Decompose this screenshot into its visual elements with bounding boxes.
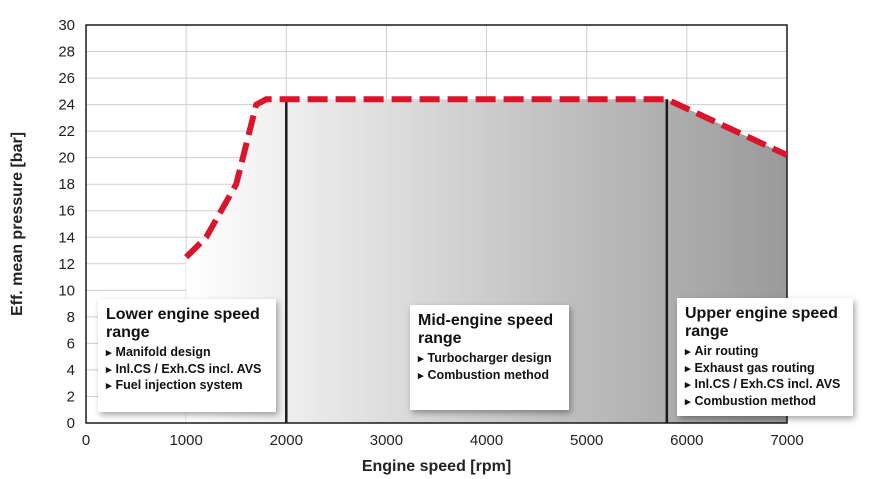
x-tick-label: 7000 bbox=[770, 432, 803, 449]
upper-range-title: Upper engine speed range bbox=[685, 305, 838, 340]
upper-range-item: Combustion method bbox=[685, 394, 845, 411]
upper-range-box: Upper engine speed range Air routing Exh… bbox=[677, 298, 853, 416]
mid-range-title: Mid-engine speed range bbox=[418, 312, 554, 347]
y-tick-label: 0 bbox=[67, 415, 75, 432]
mid-range-item: Combustion method bbox=[418, 368, 561, 385]
mid-range-item: Turbocharger design bbox=[418, 351, 561, 368]
y-tick-label: 16 bbox=[58, 203, 75, 220]
x-tick-label: 1000 bbox=[169, 432, 202, 449]
upper-range-item: Inl.CS / Exh.CS incl. AVS bbox=[685, 377, 845, 394]
x-tick-label: 3000 bbox=[370, 432, 403, 449]
lower-range-box: Lower engine speed range Manifold design… bbox=[98, 299, 276, 412]
y-tick-label: 28 bbox=[58, 44, 75, 61]
y-tick-label: 30 bbox=[58, 17, 75, 34]
y-tick-label: 24 bbox=[58, 97, 75, 114]
y-tick-label: 18 bbox=[58, 176, 75, 193]
range-dividers bbox=[285, 99, 669, 423]
curve-line bbox=[184, 96, 789, 260]
x-tick-label: 5000 bbox=[570, 432, 603, 449]
y-tick-label: 14 bbox=[58, 229, 75, 246]
x-tick-label: 6000 bbox=[670, 432, 703, 449]
x-tick-label: 0 bbox=[82, 432, 90, 449]
x-tick-label: 4000 bbox=[470, 432, 503, 449]
y-tick-label: 12 bbox=[58, 256, 75, 273]
y-tick-label: 8 bbox=[67, 309, 75, 326]
lower-range-item: Inl.CS / Exh.CS incl. AVS bbox=[106, 362, 268, 379]
lower-range-item: Manifold design bbox=[106, 345, 268, 362]
full-load-curve bbox=[184, 96, 789, 260]
y-axis-title: Eff. mean pressure [bar] bbox=[9, 132, 26, 316]
y-tick-label: 2 bbox=[67, 388, 75, 405]
y-tick-label: 20 bbox=[58, 150, 75, 167]
y-tick-label: 26 bbox=[58, 70, 75, 87]
x-tick-label: 2000 bbox=[270, 432, 303, 449]
x-axis-ticks: 0 1000 2000 3000 4000 5000 6000 7000 bbox=[82, 432, 804, 449]
y-tick-label: 4 bbox=[67, 362, 75, 379]
mid-range-box: Mid-engine speed range Turbocharger desi… bbox=[410, 305, 569, 410]
plot-frame bbox=[85, 24, 788, 424]
lower-range-title: Lower engine speed range bbox=[106, 306, 260, 341]
upper-range-item: Exhaust gas routing bbox=[685, 361, 845, 378]
upper-range-item: Air routing bbox=[685, 344, 845, 361]
y-tick-label: 10 bbox=[58, 282, 75, 299]
x-axis-title: Engine speed [rpm] bbox=[362, 458, 511, 475]
lower-range-item: Fuel injection system bbox=[106, 378, 268, 395]
curve-area-fill bbox=[186, 99, 788, 423]
y-tick-label: 22 bbox=[58, 123, 75, 140]
y-tick-label: 6 bbox=[67, 335, 75, 352]
